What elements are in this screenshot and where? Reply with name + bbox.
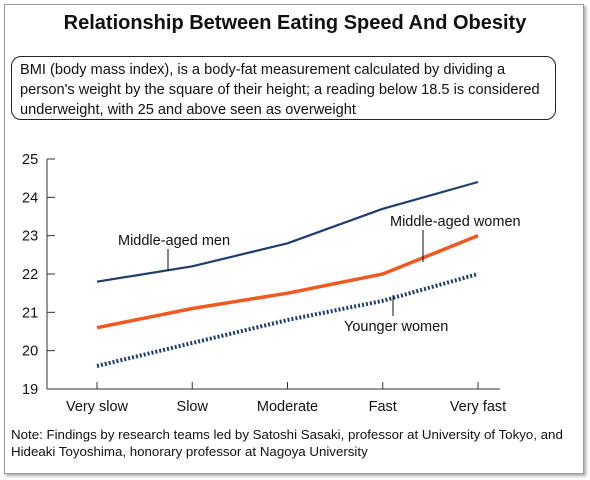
chart-title: Relationship Between Eating Speed And Ob… — [63, 12, 527, 34]
source-note: Note: Findings by research teams led by … — [11, 427, 563, 459]
y-tick-label: 22 — [22, 267, 38, 283]
x-tick-label: Fast — [369, 399, 397, 415]
y-tick-label: 24 — [22, 190, 38, 206]
y-tick-label: 19 — [22, 382, 38, 398]
series-label: Younger women — [344, 319, 448, 335]
y-tick-label: 20 — [22, 344, 38, 360]
x-tick-label: Very fast — [450, 399, 506, 415]
series-label: Middle-aged women — [390, 214, 521, 230]
x-tick-label: Slow — [177, 399, 209, 415]
series-line — [96, 272, 479, 368]
bmi-info-box: BMI (body mass index), is a body-fat mea… — [11, 56, 556, 120]
bmi-info-text: BMI (body mass index), is a body-fat mea… — [20, 62, 540, 118]
x-tick-label: Very slow — [66, 399, 129, 415]
y-tick-label: 21 — [22, 305, 38, 321]
y-tick-label: 25 — [22, 152, 38, 168]
series-label: Middle-aged men — [118, 233, 230, 249]
y-tick-label: 23 — [22, 229, 38, 245]
series-line — [96, 234, 479, 330]
chart-frame — [4, 4, 584, 474]
x-tick-label: Moderate — [257, 399, 318, 415]
series-line — [96, 180, 479, 283]
